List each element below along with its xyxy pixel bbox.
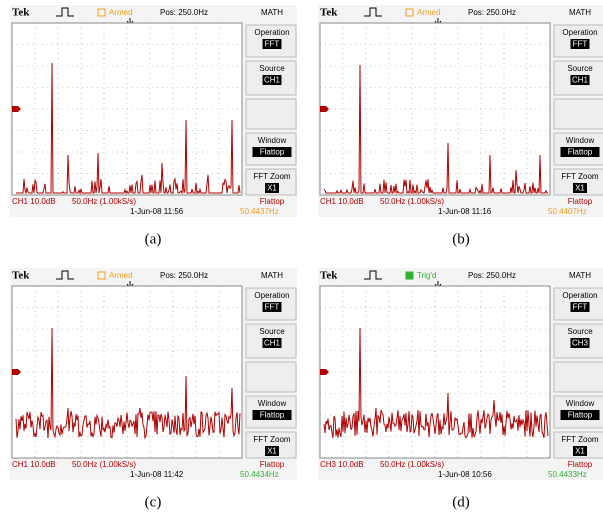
- menu-value: FFT: [265, 40, 280, 49]
- frequency: 50.4437Hz: [240, 207, 279, 216]
- menu-label: Source: [259, 64, 285, 73]
- menu-value: Flattop: [260, 411, 285, 420]
- status: Trig'd: [417, 271, 436, 280]
- brand: Tek: [12, 7, 30, 19]
- frequency: 50.4434Hz: [240, 470, 279, 479]
- position: Pos: 250.0Hz: [160, 8, 208, 17]
- window: Flattop: [568, 460, 593, 469]
- menu-box: [554, 99, 603, 129]
- menu-value: X1: [267, 184, 277, 193]
- caption: (b): [452, 231, 470, 247]
- menu-label: FFT Zoom: [253, 435, 291, 444]
- menu-label: Window: [258, 136, 287, 145]
- scope-panel: Tek Armed Pos: 250.0Hz MATH Operation FFT Sour…: [10, 268, 297, 510]
- scope-panel: Tek Armed Pos: 250.0Hz MATH Operation FFT Sour…: [10, 5, 297, 247]
- menu-value: CH1: [264, 76, 281, 85]
- menu-value: X1: [575, 447, 585, 456]
- menu-value: X1: [575, 184, 585, 193]
- menu-value: FFT: [573, 303, 588, 312]
- caption: (c): [145, 494, 162, 510]
- mode: MATH: [569, 8, 591, 17]
- datetime: 1-Jun-08 10:56: [438, 470, 492, 479]
- menu-label: Source: [567, 327, 593, 336]
- brand: Tek: [320, 270, 338, 282]
- datetime: 1-Jun-08 11:16: [438, 207, 492, 216]
- position: Pos: 250.0Hz: [468, 8, 516, 17]
- menu-box: [554, 362, 603, 392]
- channel: CH1 10.0dB: [12, 460, 56, 469]
- menu-label: Operation: [562, 291, 597, 300]
- menu-value: CH3: [572, 339, 589, 348]
- window: Flattop: [568, 197, 593, 206]
- brand: Tek: [320, 7, 338, 19]
- position: Pos: 250.0Hz: [160, 271, 208, 280]
- menu-box: [246, 362, 296, 392]
- menu-label: Window: [566, 399, 595, 408]
- scale: 50.0Hz (1.00kS/s): [72, 197, 136, 206]
- status: Armed: [417, 8, 441, 17]
- menu-label: Source: [259, 327, 285, 336]
- scope-panel: Tek Trig'd Pos: 250.0Hz MATH Operation FFT Sou…: [318, 268, 603, 510]
- scale: 50.0Hz (1.00kS/s): [380, 197, 444, 206]
- datetime: 1-Jun-08 11:56: [130, 207, 184, 216]
- window: Flattop: [260, 197, 285, 206]
- channel: CH1 10.0dB: [12, 197, 56, 206]
- menu-label: FFT Zoom: [561, 172, 599, 181]
- position: Pos: 250.0Hz: [468, 271, 516, 280]
- channel: CH1 10.0dB: [320, 197, 364, 206]
- menu-label: Operation: [254, 291, 289, 300]
- mode: MATH: [261, 8, 283, 17]
- status-icon: [406, 272, 413, 279]
- menu-label: Operation: [562, 28, 597, 37]
- menu-label: Window: [258, 399, 287, 408]
- menu-label: Source: [567, 64, 593, 73]
- menu-label: Operation: [254, 28, 289, 37]
- mode: MATH: [261, 271, 283, 280]
- menu-label: FFT Zoom: [561, 435, 599, 444]
- brand: Tek: [12, 270, 30, 282]
- menu-value: X1: [267, 447, 277, 456]
- scale: 50.0Hz (1.00kS/s): [380, 460, 444, 469]
- menu-label: FFT Zoom: [253, 172, 291, 181]
- menu-value: FFT: [265, 303, 280, 312]
- menu-value: CH1: [572, 76, 589, 85]
- menu-label: Window: [566, 136, 595, 145]
- caption: (a): [145, 231, 162, 247]
- menu-value: Flattop: [568, 148, 593, 157]
- scale: 50.0Hz (1.00kS/s): [72, 460, 136, 469]
- window: Flattop: [260, 460, 285, 469]
- figure: Tek Armed Pos: 250.0Hz MATH Operation FFT Sour…: [0, 0, 603, 524]
- menu-box: [246, 99, 296, 129]
- caption: (d): [452, 494, 470, 510]
- frequency: 50.4407Hz: [548, 207, 587, 216]
- channel: CH3 10.0dB: [320, 460, 364, 469]
- status: Armed: [109, 8, 133, 17]
- mode: MATH: [569, 271, 591, 280]
- menu-value: Flattop: [260, 148, 285, 157]
- scope-panel: Tek Armed Pos: 250.0Hz MATH Operation FFT Sour…: [318, 5, 603, 247]
- menu-value: CH1: [264, 339, 281, 348]
- menu-value: FFT: [573, 40, 588, 49]
- menu-value: Flattop: [568, 411, 593, 420]
- status: Armed: [109, 271, 133, 280]
- datetime: 1-Jun-08 11:42: [130, 470, 184, 479]
- frequency: 50.4433Hz: [548, 470, 587, 479]
